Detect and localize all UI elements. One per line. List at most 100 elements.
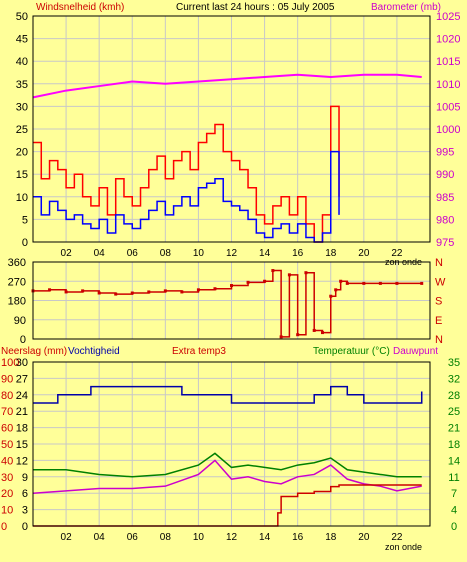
panel3-plot [32, 385, 423, 527]
y-tick-label-precip: 30 [1, 472, 13, 484]
x-tick-label: 18 [325, 248, 337, 259]
y-tick-label-humidity: 30 [16, 357, 28, 369]
direction-point [296, 333, 300, 337]
y-tick-label-precip: 100 [1, 357, 19, 369]
x-tick-label: 16 [292, 532, 304, 543]
panel2-left-axis: 0 90 180 270 360 [8, 257, 26, 346]
wind-speed-label: Windsnelheid (kmh) [36, 2, 124, 13]
direction-point [81, 289, 85, 293]
y-tick-label-humidity: 15 [16, 439, 28, 451]
x-tick-label: 10 [193, 248, 205, 259]
temperature-label: Temperatuur (°C) [313, 346, 390, 357]
x-tick-label: 12 [226, 532, 238, 543]
series-precipitation [33, 484, 422, 527]
x-tick-label: 14 [259, 532, 271, 543]
x-tick-label: 06 [127, 532, 139, 543]
series-dewpoint [32, 459, 422, 494]
y-tick-label-right: 1000 [436, 124, 460, 136]
chart-period-title: Current last 24 hours : 05 July 2005 [176, 2, 335, 13]
y-tick-label-precip: 10 [1, 505, 13, 517]
y-tick-label-left: 90 [14, 315, 26, 327]
precip-label: Neerslag (mm) [1, 346, 67, 357]
x-tick-label: 08 [160, 532, 172, 543]
x-tick-label: 20 [358, 532, 370, 543]
y-tick-label-temp: 28 [448, 390, 460, 402]
direction-point [147, 290, 151, 294]
y-tick-label-right: 980 [436, 214, 454, 226]
dewpoint-label: Dauwpunt [393, 346, 438, 357]
direction-point [114, 292, 118, 296]
direction-point [230, 284, 233, 288]
humidity-temperature-panel: Neerslag (mm) Vochtigheid Extra temp3 Te… [1, 346, 460, 552]
direction-point [345, 281, 349, 285]
y-tick-label-left: 10 [16, 192, 28, 204]
panel3-left-axes: 0 10 20 30 40 50 60 70 80 90 100 0 3 6 9 12 15 18 21 24 27 30 [1, 357, 28, 533]
y-tick-label-temp: 25 [448, 406, 460, 418]
y-tick-label-temp: 18 [448, 439, 460, 451]
series-wind-gust [33, 105, 340, 243]
y-tick-label-humidity: 27 [16, 373, 28, 385]
y-tick-label-humidity: 0 [22, 521, 28, 533]
direction-point [163, 289, 167, 293]
y-tick-label-right: 975 [436, 237, 454, 249]
y-tick-label-left: 50 [16, 11, 28, 23]
x-tick-label: 16 [292, 248, 304, 259]
y-tick-label-left: 25 [16, 124, 28, 136]
sunset-label-mid: zon onde [385, 257, 422, 267]
direction-point [320, 331, 324, 335]
y-tick-label-left: 35 [16, 79, 28, 91]
y-tick-label-right: 1020 [436, 34, 460, 46]
y-tick-label-humidity: 6 [22, 488, 28, 500]
direction-point [287, 273, 291, 277]
y-tick-label-left: 15 [16, 169, 28, 181]
y-tick-label-right: 995 [436, 147, 454, 159]
y-tick-label-temp: 4 [451, 505, 457, 517]
compass-label: N [435, 334, 443, 346]
direction-point [48, 288, 52, 292]
direction-point [196, 288, 200, 292]
direction-point [304, 271, 308, 275]
humidity-label: Vochtigheid [68, 346, 120, 357]
panel1-left-axis: 0 5 10 15 20 25 30 35 40 45 50 [16, 11, 28, 249]
direction-point [97, 291, 101, 295]
y-tick-label-left: 270 [8, 276, 26, 288]
y-tick-label-precip: 50 [1, 439, 13, 451]
compass-label: N [435, 257, 443, 269]
direction-point [329, 294, 333, 298]
y-tick-label-left: 360 [8, 257, 26, 269]
direction-point [362, 281, 366, 285]
series-wind-avg [33, 150, 340, 243]
direction-point [64, 290, 68, 294]
y-tick-label-precip: 20 [1, 488, 13, 500]
series-barometer [32, 73, 422, 99]
direction-point [271, 269, 275, 273]
panel2-frame [32, 261, 431, 340]
y-tick-label-temp: 21 [448, 423, 460, 435]
y-tick-label-temp: 11 [448, 472, 459, 484]
direction-point [246, 280, 250, 284]
panel3-frame [32, 361, 431, 527]
sunset-label-bottom: zon onde [385, 542, 422, 552]
y-tick-label-left: 0 [22, 237, 28, 249]
x-tick-label: 12 [226, 248, 238, 259]
direction-point [180, 290, 184, 294]
x-tick-label: 20 [358, 248, 370, 259]
y-tick-label-left: 40 [16, 56, 28, 68]
y-tick-label-left: 45 [16, 34, 28, 46]
y-tick-label-humidity: 18 [16, 423, 28, 435]
x-tick-label: 06 [127, 248, 139, 259]
y-tick-label-temp: 35 [448, 357, 460, 369]
barometer-label: Barometer (mb) [371, 2, 441, 13]
x-tick-label: 04 [94, 532, 106, 543]
y-tick-label-right: 985 [436, 192, 454, 204]
x-tick-label: 22 [391, 532, 403, 543]
direction-point [339, 279, 343, 283]
x-tick-label: 02 [61, 248, 73, 259]
y-tick-label-precip: 0 [1, 521, 7, 533]
compass-label: E [435, 315, 442, 327]
y-tick-label-right: 1015 [436, 56, 460, 68]
panel1-x-axis: 02 04 06 08 10 12 14 16 18 20 22 [61, 248, 403, 259]
